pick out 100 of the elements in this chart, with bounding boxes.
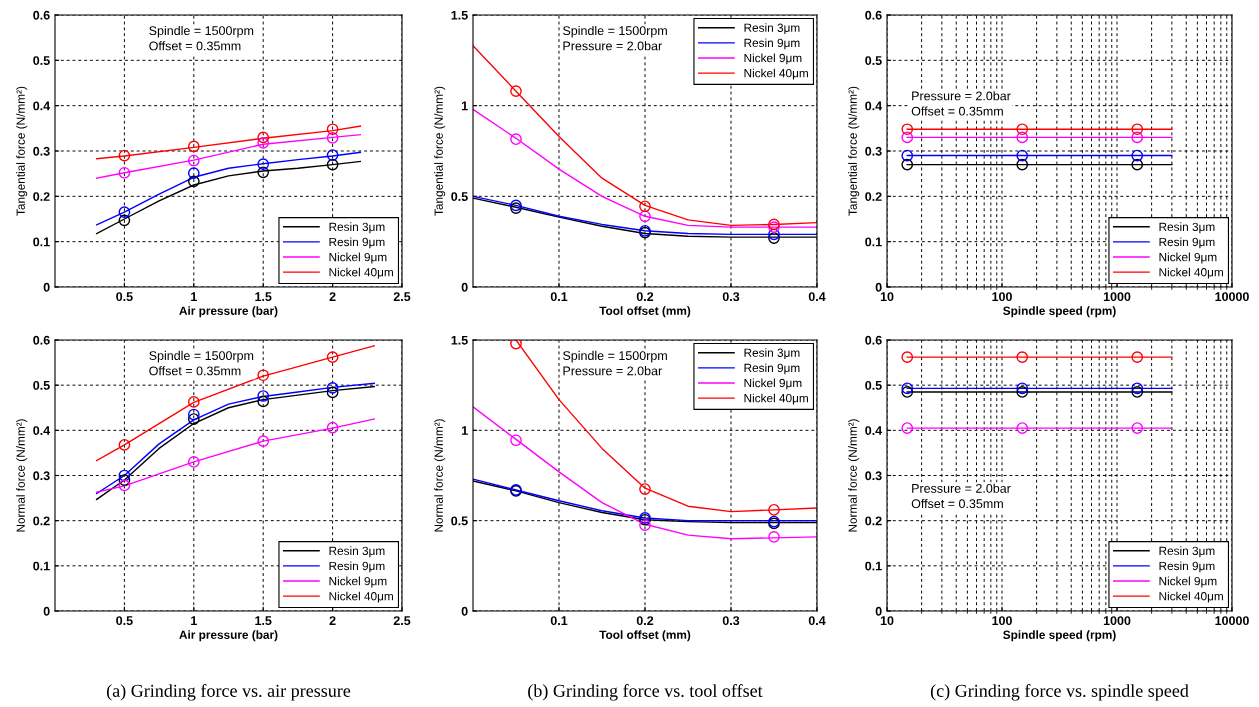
x-axis-title: Air pressure (bar) bbox=[179, 306, 278, 318]
legend-label: Resin 9μm bbox=[1159, 561, 1215, 573]
x-tick-label: 1.5 bbox=[255, 292, 272, 302]
y-axis-title: Tangential force (N/mm²) bbox=[434, 86, 446, 216]
legend-label: Nickel 9μm bbox=[744, 378, 802, 390]
legend-label: Resin 3μm bbox=[744, 23, 800, 35]
x-tick-label: 2 bbox=[329, 616, 336, 625]
x-tick-label: 10 bbox=[880, 616, 894, 626]
y-tick-label: 0.4 bbox=[33, 426, 51, 435]
y-tick-label: 0.2 bbox=[33, 192, 50, 201]
x-tick-label: 100 bbox=[992, 616, 1012, 626]
annotation: Pressure = 2.0bar Offset = 0.35mm bbox=[911, 91, 1011, 116]
x-tick-label: 1 bbox=[191, 616, 197, 625]
x-tick-label: 1.5 bbox=[255, 616, 272, 626]
annotation: Pressure = 2.0bar Offset = 0.35mm bbox=[911, 483, 1011, 509]
y-tick-label: 0.6 bbox=[33, 335, 50, 345]
x-tick-label: 1000 bbox=[1103, 616, 1131, 626]
y-tick-label: 0.2 bbox=[865, 516, 882, 526]
y-tick-label: 0.1 bbox=[865, 561, 882, 571]
legend-label: Nickel 9μm bbox=[329, 252, 387, 264]
x-tick-label: 0.4 bbox=[808, 292, 826, 302]
y-axis-title: Normal force (N/mm²) bbox=[434, 419, 446, 532]
x-tick-label: 0.5 bbox=[116, 616, 133, 626]
y-tick-label: 1 bbox=[461, 426, 468, 435]
legend-label: Resin 9μm bbox=[744, 38, 800, 50]
legend-label: Nickel 9μm bbox=[1159, 252, 1217, 264]
x-tick-label: 100 bbox=[992, 292, 1012, 302]
x-tick-label: 0.1 bbox=[550, 616, 568, 626]
legend-label: Resin 3μm bbox=[329, 222, 385, 234]
y-tick-label: 0.6 bbox=[865, 10, 882, 20]
y-tick-label: 0.2 bbox=[33, 516, 50, 526]
annotation: Spindle = 1500rpm Offset = 0.35mm bbox=[149, 350, 254, 376]
y-tick-label: 0 bbox=[875, 282, 882, 292]
legend-label: Nickel 9μm bbox=[744, 53, 802, 65]
y-tick-label: 0.4 bbox=[33, 101, 51, 111]
legend-label: Nickel 9μm bbox=[1159, 576, 1217, 588]
y-tick-label: 0.6 bbox=[33, 10, 50, 20]
legend-label: Nickel 40μm bbox=[329, 591, 393, 603]
x-tick-label: 2.5 bbox=[393, 292, 411, 302]
y-axis-title: Normal force (N/mm²) bbox=[848, 419, 860, 532]
x-axis-title: Spindle speed (rpm) bbox=[1003, 630, 1116, 642]
x-tick-label: 0.4 bbox=[808, 616, 826, 626]
legend-label: Nickel 40μm bbox=[744, 68, 808, 80]
annotation: Spindle = 1500rpm Pressure = 2.0bar bbox=[563, 350, 667, 376]
y-tick-label: 0.5 bbox=[451, 516, 468, 526]
x-tick-label: 0.3 bbox=[722, 292, 740, 302]
y-tick-label: 0.5 bbox=[451, 192, 468, 201]
x-tick-label: 0.2 bbox=[636, 292, 654, 302]
y-tick-label: 1.5 bbox=[451, 10, 468, 20]
x-tick-label: 1 bbox=[191, 292, 197, 301]
y-axis-title: Tangential force (N/mm²) bbox=[16, 86, 28, 216]
y-tick-label: 0.1 bbox=[33, 561, 50, 571]
x-axis-title: Air pressure (bar) bbox=[179, 630, 278, 642]
x-tick-label: 2 bbox=[329, 292, 336, 301]
legend-label: Resin 9μm bbox=[744, 363, 800, 375]
y-tick-label: 0.5 bbox=[33, 380, 50, 390]
text: (c) Grinding force vs. spindle speed bbox=[930, 684, 1189, 701]
x-tick-label: 0.1 bbox=[550, 292, 568, 302]
y-axis-title: Normal force (N/mm²) bbox=[16, 419, 28, 532]
legend-label: Resin 3μm bbox=[329, 546, 385, 558]
y-tick-label: 0 bbox=[43, 282, 50, 292]
legend-label: Resin 9μm bbox=[329, 561, 385, 573]
y-tick-label: 1.5 bbox=[451, 335, 468, 345]
x-tick-label: 0.2 bbox=[636, 616, 654, 626]
y-tick-label: 0.5 bbox=[33, 56, 50, 65]
x-tick-label: 10 bbox=[880, 292, 894, 302]
y-tick-label: 0.1 bbox=[865, 237, 882, 247]
y-tick-label: 0 bbox=[875, 606, 882, 616]
legend-label: Resin 3μm bbox=[1159, 546, 1215, 558]
y-tick-label: 0.3 bbox=[865, 471, 882, 481]
x-tick-label: 0.5 bbox=[116, 292, 133, 302]
x-tick-label: 1000 bbox=[1103, 292, 1131, 302]
x-tick-label: 10000 bbox=[1215, 616, 1249, 626]
y-tick-label: 0.5 bbox=[865, 56, 882, 65]
legend-label: Resin 9μm bbox=[1159, 237, 1215, 249]
y-tick-label: 0.3 bbox=[865, 146, 882, 156]
y-tick-label: 0.3 bbox=[33, 146, 50, 156]
y-tick-label: 0.1 bbox=[33, 237, 50, 247]
y-tick-label: 1 bbox=[461, 101, 468, 111]
legend-label: Nickel 40μm bbox=[1159, 591, 1223, 603]
y-tick-label: 0 bbox=[43, 606, 50, 616]
y-axis-title: Tangential force (N/mm²) bbox=[848, 86, 860, 216]
y-tick-label: 0.4 bbox=[865, 426, 883, 435]
x-axis-title: Tool offset (mm) bbox=[599, 306, 691, 318]
legend-label: Nickel 40μm bbox=[744, 393, 808, 405]
y-tick-label: 0.6 bbox=[865, 335, 882, 345]
y-tick-label: 0.3 bbox=[33, 471, 50, 481]
x-axis-title: Spindle speed (rpm) bbox=[1003, 306, 1116, 318]
x-tick-label: 0.3 bbox=[722, 616, 740, 626]
legend-label: Nickel 9μm bbox=[329, 576, 387, 588]
y-tick-label: 0.5 bbox=[865, 380, 882, 390]
legend-label: Nickel 40μm bbox=[329, 267, 393, 279]
legend-label: Nickel 40μm bbox=[1159, 267, 1223, 279]
y-tick-label: 0 bbox=[461, 282, 468, 292]
y-tick-label: 0.4 bbox=[865, 101, 883, 111]
text: (b) Grinding force vs. tool offset bbox=[528, 684, 763, 701]
y-tick-label: 0 bbox=[461, 606, 468, 616]
legend-label: Resin 3μm bbox=[744, 348, 800, 360]
x-tick-label: 10000 bbox=[1215, 292, 1249, 302]
y-tick-label: 0.2 bbox=[865, 192, 882, 201]
